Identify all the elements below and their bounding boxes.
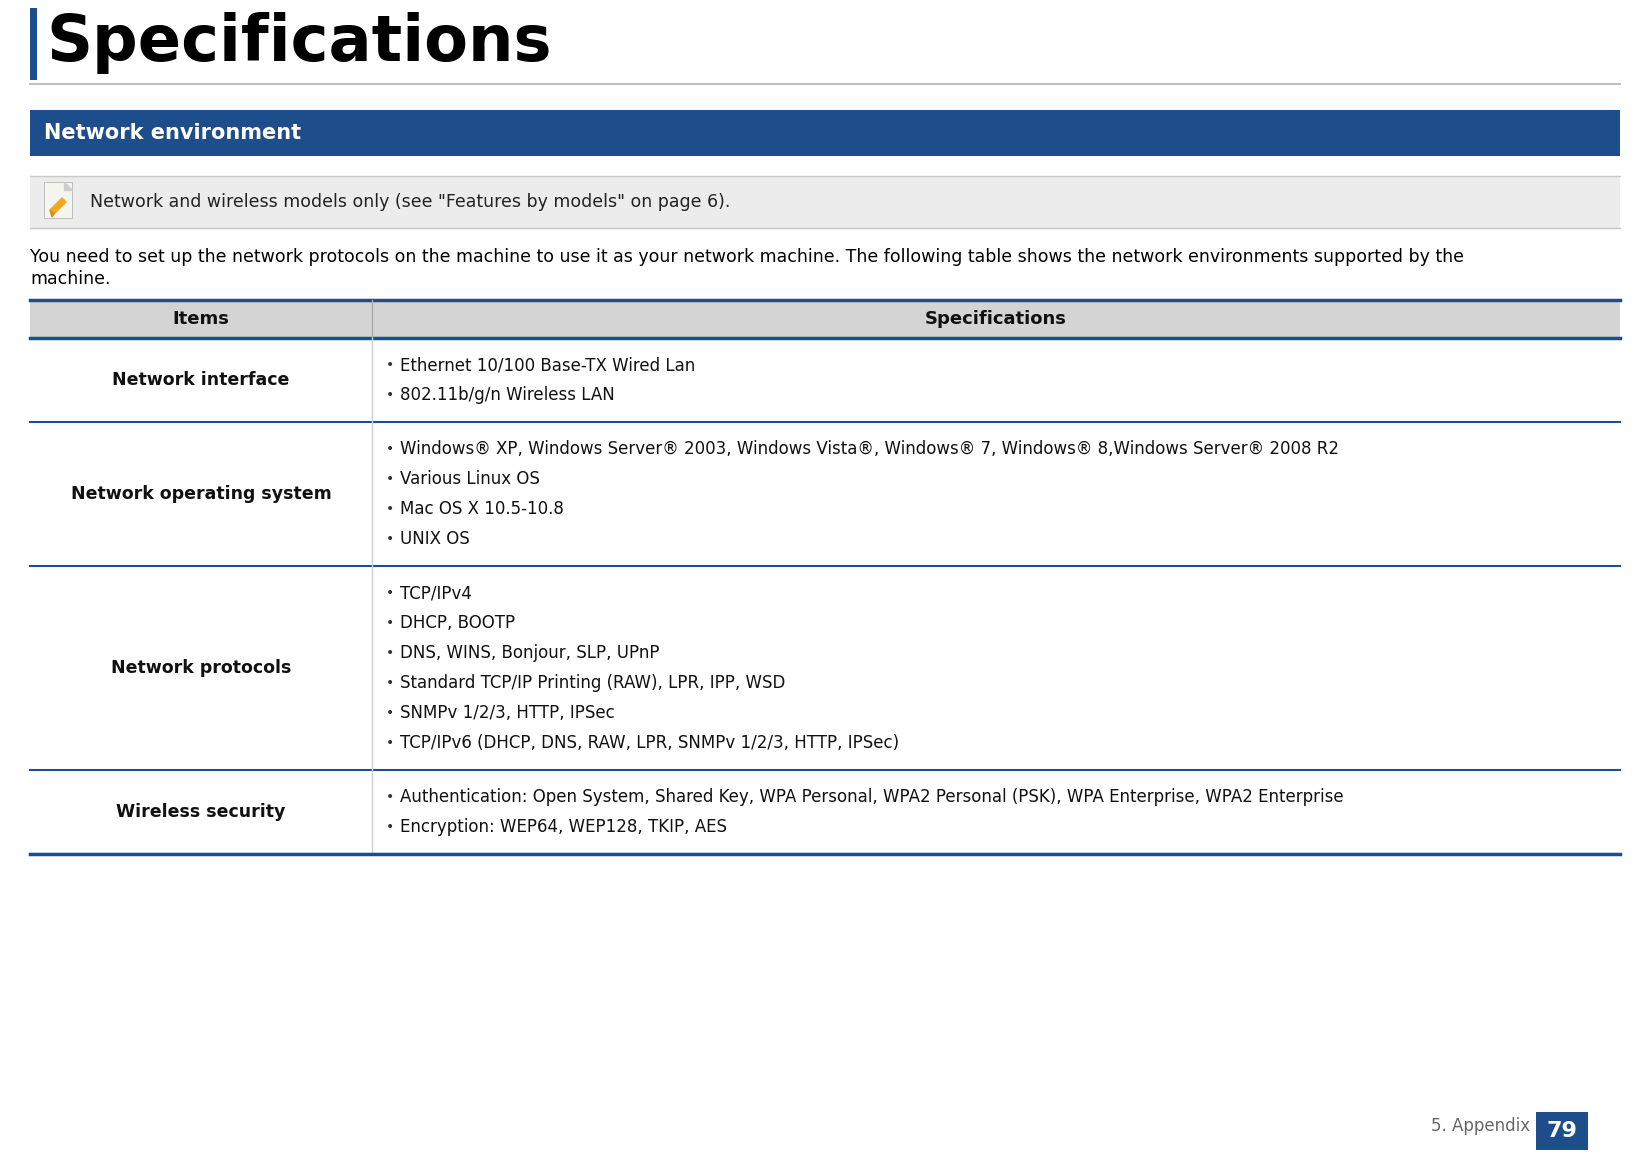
Bar xyxy=(30,422,1620,566)
Text: Windows® XP, Windows Server® 2003, Windows Vista®, Windows® 7, Windows® 8,Window: Windows® XP, Windows Server® 2003, Windo… xyxy=(399,440,1338,459)
Bar xyxy=(30,8,36,80)
Text: TCP/IPv4: TCP/IPv4 xyxy=(399,584,472,602)
Text: •: • xyxy=(386,790,394,804)
Text: Specifications: Specifications xyxy=(926,310,1068,328)
Text: Authentication: Open System, Shared Key, WPA Personal, WPA2 Personal (PSK), WPA : Authentication: Open System, Shared Key,… xyxy=(399,787,1343,806)
Text: Items: Items xyxy=(173,310,229,328)
Bar xyxy=(30,566,1620,770)
Text: 802.11b/g/n Wireless LAN: 802.11b/g/n Wireless LAN xyxy=(399,386,614,404)
Text: Ethernet 10/100 Base-TX Wired Lan: Ethernet 10/100 Base-TX Wired Lan xyxy=(399,356,695,374)
Text: •: • xyxy=(386,472,394,486)
Text: •: • xyxy=(386,388,394,402)
Text: •: • xyxy=(386,616,394,630)
Text: Network operating system: Network operating system xyxy=(71,485,332,503)
Polygon shape xyxy=(50,210,54,217)
Text: You need to set up the network protocols on the machine to use it as your networ: You need to set up the network protocols… xyxy=(30,248,1464,266)
Bar xyxy=(30,338,1620,422)
Text: •: • xyxy=(386,646,394,660)
Text: •: • xyxy=(386,706,394,720)
Text: •: • xyxy=(386,586,394,600)
Text: machine.: machine. xyxy=(30,270,111,288)
Text: UNIX OS: UNIX OS xyxy=(399,530,470,548)
Bar xyxy=(1536,1112,1587,1150)
Text: •: • xyxy=(386,820,394,834)
Text: Network and wireless models only (see "Features by models" on page 6).: Network and wireless models only (see "F… xyxy=(91,193,731,211)
Polygon shape xyxy=(64,182,73,190)
Bar xyxy=(30,300,1620,338)
Text: •: • xyxy=(386,442,394,456)
Text: TCP/IPv6 (DHCP, DNS, RAW, LPR, SNMPv 1/2/3, HTTP, IPSec): TCP/IPv6 (DHCP, DNS, RAW, LPR, SNMPv 1/2… xyxy=(399,734,899,752)
Text: Wireless security: Wireless security xyxy=(116,802,285,821)
Text: Various Linux OS: Various Linux OS xyxy=(399,470,540,488)
Text: Network environment: Network environment xyxy=(45,123,300,142)
Text: •: • xyxy=(386,676,394,690)
Text: •: • xyxy=(386,532,394,547)
Text: 5. Appendix: 5. Appendix xyxy=(1431,1117,1530,1135)
Text: Network protocols: Network protocols xyxy=(111,659,290,677)
Text: 79: 79 xyxy=(1546,1121,1577,1141)
Text: DNS, WINS, Bonjour, SLP, UPnP: DNS, WINS, Bonjour, SLP, UPnP xyxy=(399,644,660,662)
Text: •: • xyxy=(386,736,394,750)
Text: •: • xyxy=(386,503,394,516)
Bar xyxy=(30,176,1620,228)
Polygon shape xyxy=(50,198,66,214)
Text: Specifications: Specifications xyxy=(46,12,551,74)
Text: Standard TCP/IP Printing (RAW), LPR, IPP, WSD: Standard TCP/IP Printing (RAW), LPR, IPP… xyxy=(399,674,785,692)
Bar xyxy=(30,770,1620,853)
Text: Mac OS X 10.5-10.8: Mac OS X 10.5-10.8 xyxy=(399,500,564,518)
Bar xyxy=(45,182,73,218)
Text: •: • xyxy=(386,358,394,372)
Bar xyxy=(30,110,1620,156)
Text: Encryption: WEP64, WEP128, TKIP, AES: Encryption: WEP64, WEP128, TKIP, AES xyxy=(399,818,728,836)
Text: Network interface: Network interface xyxy=(112,371,290,389)
Text: SNMPv 1/2/3, HTTP, IPSec: SNMPv 1/2/3, HTTP, IPSec xyxy=(399,704,614,721)
Text: DHCP, BOOTP: DHCP, BOOTP xyxy=(399,614,515,632)
